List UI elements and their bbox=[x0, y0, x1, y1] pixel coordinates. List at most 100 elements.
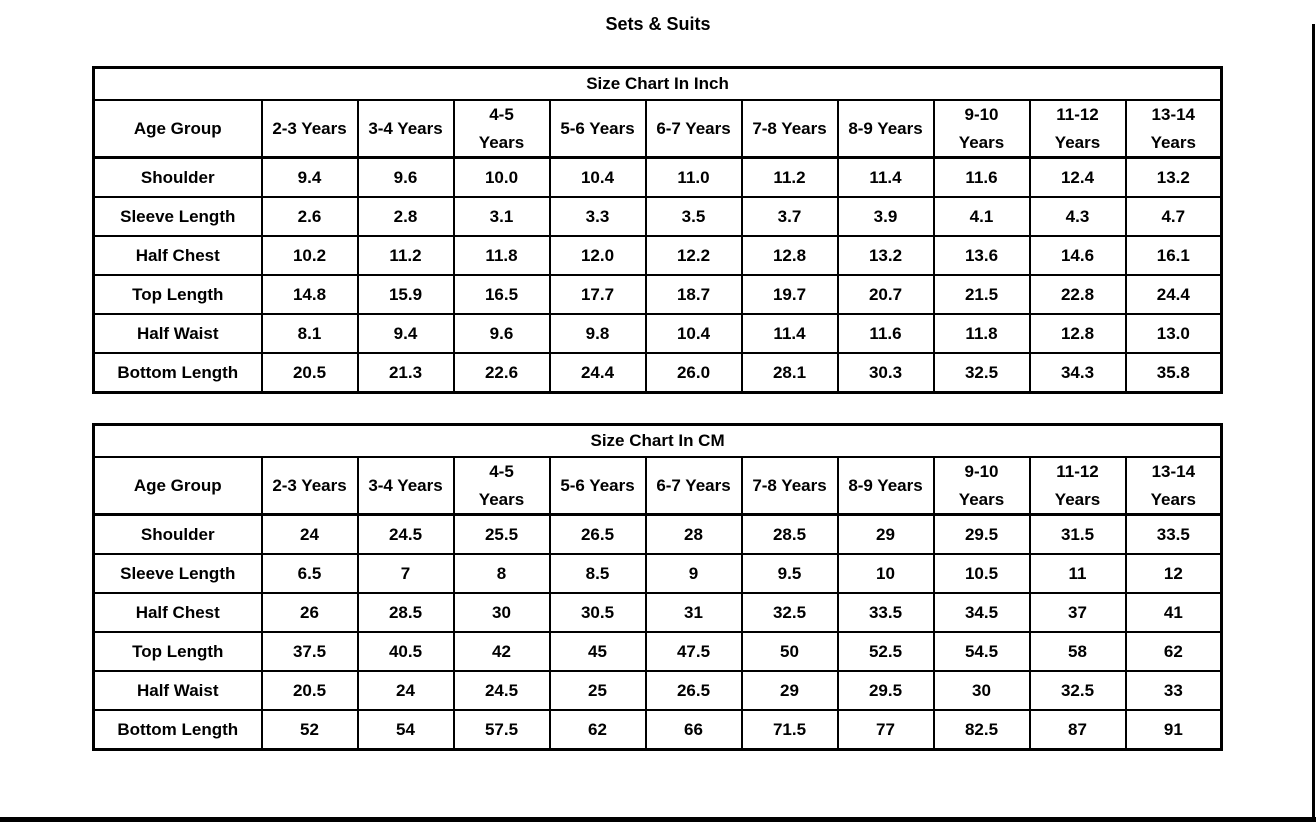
size-value-cell: 40.5 bbox=[356, 631, 455, 672]
size-value-cell: 31.5 bbox=[1028, 513, 1127, 555]
table-header-row: Age Group 2-3 Years 3-4 Years 4-5 Years 5-6 … bbox=[92, 456, 1223, 516]
size-value-cell: 33.5 bbox=[1124, 513, 1223, 555]
table-title: Size Chart In CM bbox=[92, 423, 1223, 458]
column-header: 5-6 Years bbox=[548, 99, 647, 159]
size-value-cell: 7 bbox=[356, 553, 455, 594]
column-header: 6-7 Years bbox=[644, 456, 743, 516]
column-header: 7-8 Years bbox=[740, 99, 839, 159]
size-value-cell: 29.5 bbox=[932, 513, 1031, 555]
table-row: Half Waist 8.1 9.4 9.6 9.8 10.4 11.4 11.6 11.8 12… bbox=[92, 313, 1223, 354]
size-value-cell: 50 bbox=[740, 631, 839, 672]
size-value-cell: 8 bbox=[452, 553, 551, 594]
column-header: 4-5 Years bbox=[452, 99, 551, 159]
size-value-cell: 31 bbox=[644, 592, 743, 633]
size-value-cell: 37 bbox=[1028, 592, 1127, 633]
size-value-cell: 10.2 bbox=[260, 235, 359, 276]
size-value-cell: 32.5 bbox=[740, 592, 839, 633]
size-value-cell: 26.5 bbox=[644, 670, 743, 711]
size-value-cell: 42 bbox=[452, 631, 551, 672]
size-value-cell: 9 bbox=[644, 553, 743, 594]
size-value-cell: 2.8 bbox=[356, 196, 455, 237]
table-header-row: Age Group 2-3 Years 3-4 Years 4-5 Years 5-6 … bbox=[92, 99, 1223, 159]
size-value-cell: 52.5 bbox=[836, 631, 935, 672]
size-value-cell: 11.6 bbox=[932, 156, 1031, 198]
size-value-cell: 32.5 bbox=[1028, 670, 1127, 711]
size-value-cell: 10 bbox=[836, 553, 935, 594]
column-header: 2-3 Years bbox=[260, 99, 359, 159]
size-value-cell: 14.8 bbox=[260, 274, 359, 315]
size-value-cell: 9.6 bbox=[356, 156, 455, 198]
size-value-cell: 3.7 bbox=[740, 196, 839, 237]
age-group-header: Age Group bbox=[92, 99, 263, 159]
size-value-cell: 3.9 bbox=[836, 196, 935, 237]
size-value-cell: 24.4 bbox=[548, 352, 647, 394]
size-value-cell: 35.8 bbox=[1124, 352, 1223, 394]
size-value-cell: 11.0 bbox=[644, 156, 743, 198]
size-value-cell: 17.7 bbox=[548, 274, 647, 315]
size-value-cell: 62 bbox=[1124, 631, 1223, 672]
column-header: 5-6 Years bbox=[548, 456, 647, 516]
size-value-cell: 30.3 bbox=[836, 352, 935, 394]
size-value-cell: 9.5 bbox=[740, 553, 839, 594]
size-value-cell: 12.4 bbox=[1028, 156, 1127, 198]
column-header: 11-12 Years bbox=[1028, 456, 1127, 516]
size-value-cell: 47.5 bbox=[644, 631, 743, 672]
size-value-cell: 10.4 bbox=[644, 313, 743, 354]
size-value-cell: 11.8 bbox=[452, 235, 551, 276]
row-label: Sleeve Length bbox=[92, 196, 263, 237]
size-value-cell: 24 bbox=[356, 670, 455, 711]
size-value-cell: 28 bbox=[644, 513, 743, 555]
size-value-cell: 82.5 bbox=[932, 709, 1031, 751]
column-header: 8-9 Years bbox=[836, 99, 935, 159]
size-value-cell: 87 bbox=[1028, 709, 1127, 751]
size-value-cell: 11.6 bbox=[836, 313, 935, 354]
size-value-cell: 13.2 bbox=[836, 235, 935, 276]
size-value-cell: 2.6 bbox=[260, 196, 359, 237]
size-value-cell: 13.6 bbox=[932, 235, 1031, 276]
column-header: 7-8 Years bbox=[740, 456, 839, 516]
row-label: Sleeve Length bbox=[92, 553, 263, 594]
column-header: 3-4 Years bbox=[356, 99, 455, 159]
table-row: Sleeve Length 6.5 7 8 8.5 9 9.5 10 10.5 11 12 bbox=[92, 553, 1223, 594]
size-value-cell: 16.1 bbox=[1124, 235, 1223, 276]
size-value-cell: 41 bbox=[1124, 592, 1223, 633]
size-value-cell: 58 bbox=[1028, 631, 1127, 672]
size-value-cell: 24 bbox=[260, 513, 359, 555]
size-value-cell: 9.8 bbox=[548, 313, 647, 354]
table-row: Top Length 37.5 40.5 42 45 47.5 50 52.5 54.5 58 62 bbox=[92, 631, 1223, 672]
size-value-cell: 12.8 bbox=[1028, 313, 1127, 354]
size-value-cell: 30 bbox=[452, 592, 551, 633]
size-value-cell: 11.4 bbox=[740, 313, 839, 354]
size-value-cell: 14.6 bbox=[1028, 235, 1127, 276]
column-header: 4-5 Years bbox=[452, 456, 551, 516]
size-value-cell: 16.5 bbox=[452, 274, 551, 315]
size-value-cell: 29 bbox=[836, 513, 935, 555]
size-value-cell: 26.0 bbox=[644, 352, 743, 394]
size-value-cell: 11.4 bbox=[836, 156, 935, 198]
size-value-cell: 22.8 bbox=[1028, 274, 1127, 315]
age-group-header: Age Group bbox=[92, 456, 263, 516]
row-label: Half Waist bbox=[92, 313, 263, 354]
table-row: Sleeve Length 2.6 2.8 3.1 3.3 3.5 3.7 3.9 4.1 4.3… bbox=[92, 196, 1223, 237]
size-value-cell: 4.7 bbox=[1124, 196, 1223, 237]
row-label: Half Chest bbox=[92, 592, 263, 633]
size-value-cell: 29 bbox=[740, 670, 839, 711]
size-value-cell: 12.0 bbox=[548, 235, 647, 276]
size-value-cell: 9.6 bbox=[452, 313, 551, 354]
size-value-cell: 33 bbox=[1124, 670, 1223, 711]
size-value-cell: 20.5 bbox=[260, 670, 359, 711]
column-header: 6-7 Years bbox=[644, 99, 743, 159]
size-value-cell: 24.4 bbox=[1124, 274, 1223, 315]
size-value-cell: 11.2 bbox=[356, 235, 455, 276]
size-value-cell: 54.5 bbox=[932, 631, 1031, 672]
size-value-cell: 62 bbox=[548, 709, 647, 751]
column-header: 9-10 Years bbox=[932, 99, 1031, 159]
table-title-row: Size Chart In CM bbox=[92, 423, 1223, 458]
size-value-cell: 10.5 bbox=[932, 553, 1031, 594]
size-value-cell: 30.5 bbox=[548, 592, 647, 633]
size-value-cell: 71.5 bbox=[740, 709, 839, 751]
size-value-cell: 34.5 bbox=[932, 592, 1031, 633]
size-value-cell: 32.5 bbox=[932, 352, 1031, 394]
size-value-cell: 21.3 bbox=[356, 352, 455, 394]
column-header: 13-14 Years bbox=[1124, 99, 1223, 159]
